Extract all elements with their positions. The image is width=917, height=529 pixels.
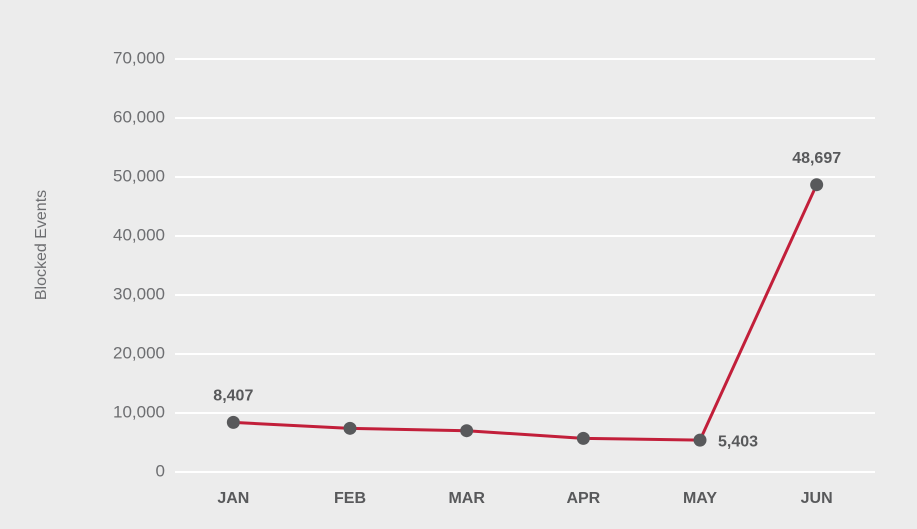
x-tick-label: JUN <box>801 490 833 507</box>
data-point <box>810 178 824 192</box>
x-tick-label: JAN <box>217 490 249 507</box>
x-tick-label: FEB <box>334 490 366 507</box>
y-axis-label: Blocked Events <box>33 190 50 300</box>
y-tick-label: 70,000 <box>113 48 165 67</box>
y-tick-label: 40,000 <box>113 225 165 244</box>
x-tick-label: MAR <box>448 490 485 507</box>
y-tick-label: 60,000 <box>113 107 165 126</box>
data-point <box>343 421 357 435</box>
y-tick-label: 20,000 <box>113 343 165 362</box>
x-tick-label: MAY <box>683 490 717 507</box>
y-tick-label: 10,000 <box>113 402 165 421</box>
y-tick-label: 50,000 <box>113 166 165 185</box>
data-label: 5,403 <box>718 433 758 450</box>
data-point <box>576 431 590 445</box>
data-line <box>233 184 819 442</box>
y-tick-label: 30,000 <box>113 284 165 303</box>
y-tick-label: 0 <box>156 461 165 480</box>
x-tick-label: APR <box>566 490 600 507</box>
data-point <box>460 424 474 438</box>
data-label: 8,407 <box>213 388 253 405</box>
data-label: 48,697 <box>792 150 841 167</box>
data-point <box>693 433 707 447</box>
data-point <box>226 415 240 429</box>
